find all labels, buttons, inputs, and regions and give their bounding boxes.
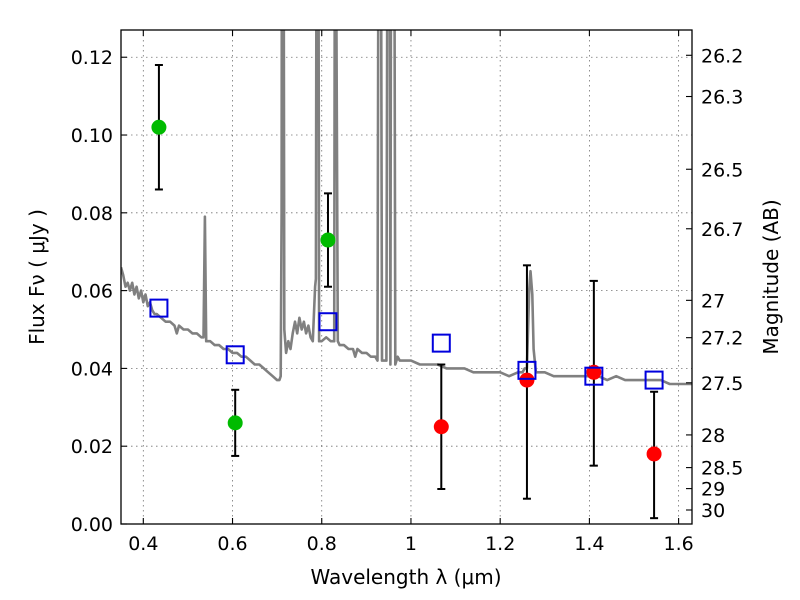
tick-layer: 0.4 0.6 0.8 1 1.2 1.4 1.6 0.00 0.02 0.04 0.06 0.08 0… — [71, 30, 743, 555]
marker-layer — [149, 64, 664, 520]
right-tick-label: 28 — [701, 425, 725, 447]
x-tick-label: 0.4 — [128, 533, 158, 555]
data-point — [433, 419, 449, 435]
x-tick-label: 1.6 — [664, 533, 694, 555]
x-tick-label: 1.4 — [574, 533, 604, 555]
y-tick-label: 0.12 — [71, 47, 113, 69]
y-tick-label: 0.04 — [71, 358, 113, 380]
x-tick-label: 0.8 — [307, 533, 337, 555]
model-square — [644, 370, 664, 390]
y-tick-label: 0.02 — [71, 436, 113, 458]
x-tick-label: 0.6 — [217, 533, 247, 555]
y-tick-label: 0.10 — [71, 125, 113, 147]
grid-layer — [121, 30, 692, 525]
model-square — [431, 333, 451, 353]
right-tick-label: 27 — [701, 290, 725, 312]
x-tick-label: 1.2 — [485, 533, 515, 555]
model-square — [584, 366, 604, 386]
x-axis-label: Wavelength λ (μm) — [310, 565, 501, 589]
right-tick-label: 26.7 — [701, 219, 743, 241]
right-tick-label: 26.3 — [701, 87, 743, 109]
plot-frame — [120, 29, 693, 525]
model-square — [149, 298, 169, 318]
data-point — [320, 232, 336, 248]
spectrum-line — [121, 30, 692, 386]
right-tick-label: 28.5 — [701, 458, 743, 480]
model-square — [225, 345, 245, 365]
y-axis-label: Flux Fν ( μJy ) — [25, 209, 49, 345]
data-point — [227, 415, 243, 431]
right-tick-label: 27.2 — [701, 328, 743, 350]
y-tick-label: 0.00 — [71, 514, 113, 536]
y-axis-right-label: Magnitude (AB) — [759, 199, 783, 354]
right-tick-label: 27.5 — [701, 373, 743, 395]
model-square — [318, 312, 338, 332]
right-tick-label: 26.2 — [701, 45, 743, 67]
y-tick-label: 0.08 — [71, 203, 113, 225]
data-point — [151, 119, 167, 135]
data-layer — [121, 30, 692, 386]
model-square — [517, 360, 537, 380]
right-tick-label: 30 — [701, 500, 725, 522]
right-tick-label: 29 — [701, 479, 725, 501]
right-tick-label: 26.5 — [701, 159, 743, 181]
x-tick-label: 1 — [405, 533, 417, 555]
y-tick-label: 0.06 — [71, 281, 113, 303]
data-point — [646, 446, 662, 462]
data-point — [519, 372, 535, 388]
